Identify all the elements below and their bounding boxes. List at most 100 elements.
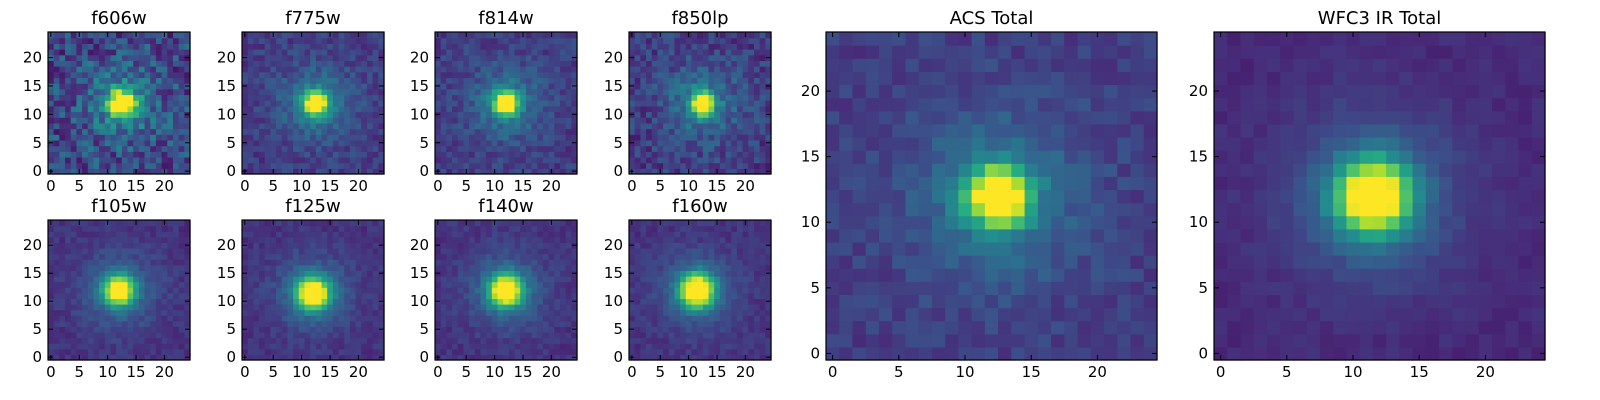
heatmap-cell	[76, 304, 83, 311]
heatmap-cell	[327, 77, 334, 84]
heatmap-cell	[110, 162, 117, 169]
heatmap-cell	[355, 309, 362, 316]
heatmap-cell	[355, 281, 362, 288]
heatmap-cell	[155, 270, 163, 277]
heatmap-cell	[651, 71, 658, 79]
heatmap-cell	[259, 83, 266, 90]
heatmap-cell	[99, 88, 106, 96]
heatmap-cell	[161, 304, 168, 311]
heatmap-cell	[48, 225, 55, 232]
heatmap-cell	[446, 298, 453, 305]
heatmap-cell	[531, 88, 538, 96]
heatmap-cell	[70, 231, 77, 238]
heatmap-cell	[474, 145, 482, 152]
heatmap-cell	[571, 348, 578, 355]
heatmap-cell	[702, 139, 710, 147]
heatmap-cell	[514, 100, 521, 107]
heatmap-cell	[474, 326, 482, 333]
heatmap-cell	[110, 248, 117, 255]
heatmap-cell	[315, 309, 323, 316]
heatmap-cell	[731, 337, 738, 344]
heatmap-cell	[714, 60, 721, 67]
heatmap-cell	[315, 162, 323, 169]
heatmap-cell	[537, 304, 544, 311]
heatmap-cell	[765, 71, 772, 79]
heatmap-cell	[110, 49, 117, 56]
heatmap-cell	[270, 88, 277, 96]
heatmap-cell	[663, 332, 670, 339]
heatmap-cell	[70, 49, 77, 56]
heatmap-cell	[344, 71, 351, 79]
heatmap-cell	[116, 281, 123, 288]
heatmap-cell	[293, 100, 300, 107]
heatmap-cell	[725, 60, 732, 67]
heatmap-cell	[99, 326, 106, 333]
heatmap-cell	[116, 151, 123, 158]
heatmap-cell	[537, 298, 544, 305]
heatmap-cell	[634, 122, 641, 130]
heatmap-cell	[59, 100, 66, 107]
heatmap-cell	[497, 326, 504, 333]
heatmap-cell	[668, 145, 676, 152]
heatmap-cell	[646, 292, 653, 299]
heatmap-cell	[463, 304, 470, 311]
heatmap-cell	[640, 105, 647, 113]
heatmap-cell	[53, 49, 60, 56]
heatmap-cell	[731, 60, 738, 67]
heatmap-cell	[731, 354, 738, 361]
heatmap-cell	[497, 315, 504, 322]
heatmap-cell	[70, 292, 77, 299]
heatmap-cell	[480, 242, 487, 249]
heatmap-cell	[542, 134, 550, 141]
heatmap-cell	[565, 326, 572, 333]
heatmap-cell	[150, 139, 157, 147]
heatmap-cell	[503, 83, 510, 90]
heatmap-cell	[121, 259, 129, 266]
heatmap-cell	[708, 88, 715, 96]
heatmap-cell	[59, 111, 66, 118]
heatmap-cell	[736, 83, 744, 90]
heatmap-cell	[708, 326, 715, 333]
heatmap-cell	[116, 287, 123, 294]
heatmap-cell	[446, 231, 453, 238]
heatmap-cell	[82, 309, 89, 316]
heatmap-cell	[298, 145, 306, 152]
heatmap-cell	[520, 248, 527, 255]
heatmap-cell	[474, 348, 482, 355]
heatmap-cell	[634, 105, 641, 113]
heatmap-cell	[497, 60, 504, 67]
heatmap-cell	[287, 94, 294, 101]
heatmap-cell	[144, 66, 151, 73]
heatmap-cell	[440, 151, 447, 158]
heatmap-cell	[138, 66, 146, 73]
heatmap-cell	[150, 253, 157, 260]
heatmap-cell	[161, 242, 168, 249]
heatmap-cell	[542, 139, 550, 147]
heatmap-cell	[702, 315, 710, 322]
heatmap-cell	[321, 71, 328, 79]
heatmap-cell	[474, 264, 482, 271]
heatmap-cell	[99, 32, 106, 39]
heatmap-cell	[276, 77, 283, 84]
heatmap-cell	[457, 225, 464, 232]
heatmap-cell	[127, 54, 134, 61]
heatmap-cell	[59, 71, 66, 79]
heatmap-cell	[469, 348, 476, 355]
heatmap-cell	[304, 134, 311, 141]
heatmap-cell	[178, 54, 185, 61]
heatmap-cell	[242, 304, 249, 311]
heatmap-cell	[663, 139, 670, 147]
heatmap-cell	[82, 281, 89, 288]
heatmap-cell	[668, 77, 676, 84]
heatmap-cell	[708, 281, 715, 288]
heatmap-cell	[378, 77, 385, 84]
x-tick-label: 0	[433, 363, 443, 381]
heatmap-cell	[480, 66, 487, 73]
heatmap-cell	[338, 43, 345, 50]
heatmap-cell	[491, 225, 499, 232]
heatmap-cell	[520, 37, 527, 44]
heatmap-cell	[150, 236, 157, 243]
heatmap-cell	[725, 77, 732, 84]
heatmap-cell	[440, 298, 447, 305]
heatmap-cell	[116, 54, 123, 61]
